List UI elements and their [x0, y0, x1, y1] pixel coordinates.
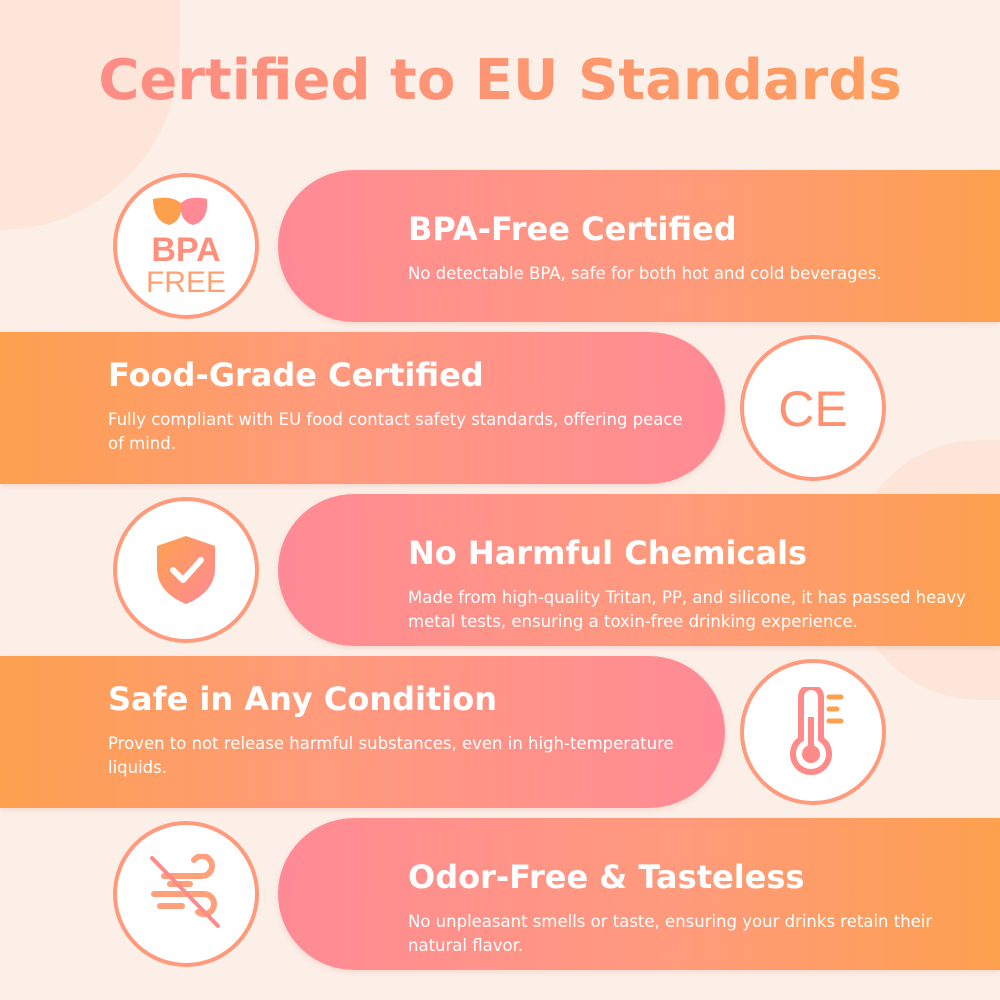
feature-title: Odor-Free & Tasteless	[408, 858, 805, 896]
badge-text-bpa: BPA	[151, 231, 220, 269]
badge-text-free: FREE	[146, 266, 226, 299]
ce-badge: CE	[740, 335, 886, 481]
feature-safe-condition: Safe in Any Condition Proven to not rele…	[0, 656, 725, 808]
bpa-free-badge: BPA FREE	[113, 173, 259, 319]
page-title: Certified to EU Standards	[0, 48, 1000, 113]
feature-odor-free: Odor-Free & Tasteless No unpleasant smel…	[278, 818, 1000, 970]
feature-title: BPA-Free Certified	[408, 210, 737, 248]
no-odor-icon	[150, 854, 220, 928]
feature-bpa-free: BPA-Free Certified No detectable BPA, sa…	[278, 170, 1000, 322]
feature-title: Safe in Any Condition	[108, 680, 497, 718]
feature-no-chemicals: No Harmful Chemicals Made from high-qual…	[278, 494, 1000, 646]
feature-title: Food-Grade Certified	[108, 356, 484, 394]
feature-desc: Made from high-quality Tritan, PP, and s…	[408, 588, 966, 631]
feature-desc: No unpleasant smells or taste, ensuring …	[408, 912, 933, 955]
feature-desc: No detectable BPA, safe for both hot and…	[408, 264, 882, 283]
shield-check-icon	[157, 536, 215, 604]
bpa-free-icon: BPA FREE	[146, 197, 226, 299]
badge-text-ce: CE	[778, 381, 847, 437]
feature-desc: Fully compliant with EU food contact saf…	[108, 410, 683, 453]
feature-desc: Proven to not release harmful substances…	[108, 734, 674, 777]
thermometer-badge	[740, 659, 886, 805]
thermometer-icon	[790, 687, 844, 775]
feature-title: No Harmful Chemicals	[408, 534, 808, 572]
feature-food-grade: Food-Grade Certified Fully compliant wit…	[0, 332, 725, 484]
shield-badge	[113, 497, 259, 643]
ce-mark-icon: CE	[778, 381, 847, 437]
no-odor-badge	[113, 821, 259, 967]
